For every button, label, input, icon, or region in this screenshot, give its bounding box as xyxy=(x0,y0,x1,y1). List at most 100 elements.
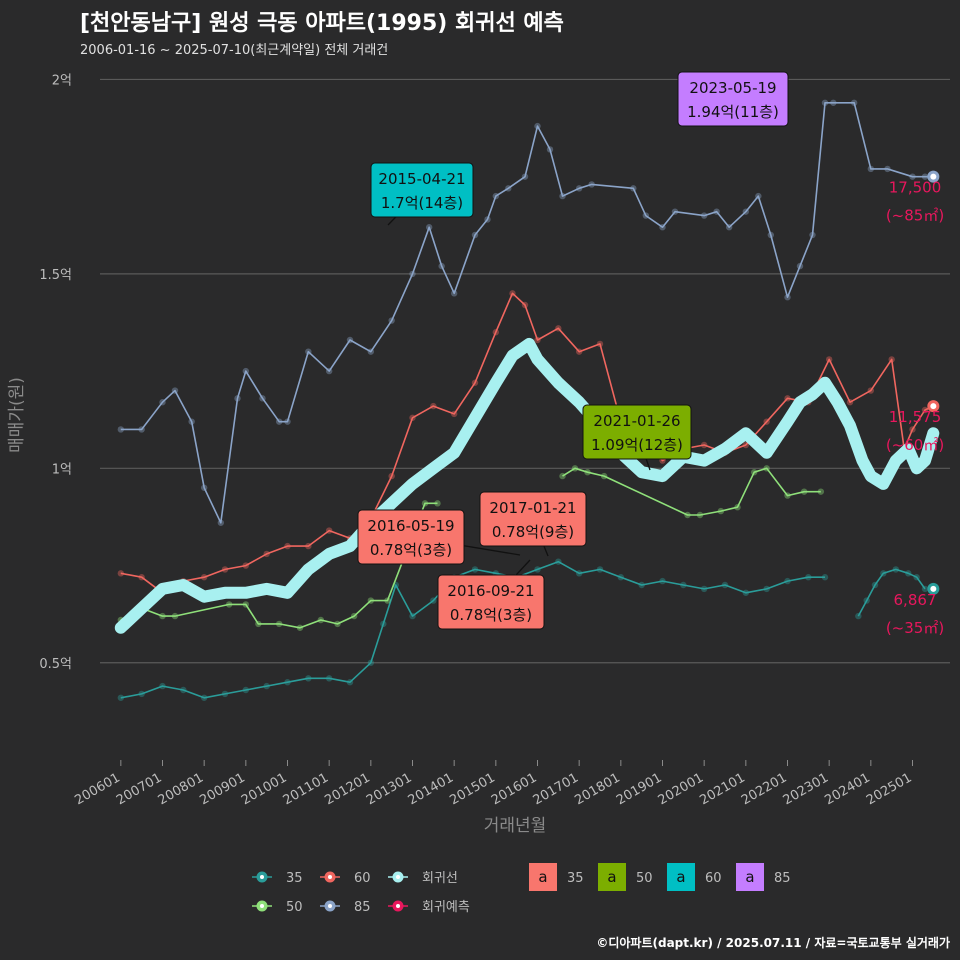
data-point xyxy=(821,574,829,581)
data-point xyxy=(571,465,579,472)
data-point xyxy=(659,224,666,231)
data-point xyxy=(784,395,791,402)
data-point xyxy=(546,146,554,153)
data-point xyxy=(409,612,416,620)
data-point xyxy=(380,620,387,628)
data-point xyxy=(809,231,816,239)
callout-date: 2015-04-21 xyxy=(378,170,465,188)
data-point xyxy=(696,511,704,519)
data-point xyxy=(921,585,929,593)
data-point xyxy=(430,402,437,410)
data-point xyxy=(471,379,479,386)
data-point xyxy=(700,585,708,593)
data-point xyxy=(471,231,479,239)
data-point xyxy=(888,356,895,363)
legend-box-letter: a xyxy=(538,868,547,886)
data-point xyxy=(909,426,916,433)
data-point xyxy=(409,270,416,278)
data-point xyxy=(825,356,833,363)
data-point xyxy=(367,659,375,666)
data-point xyxy=(425,224,433,231)
legend-marker-center xyxy=(396,904,400,908)
data-point xyxy=(242,367,250,375)
end-point-area: (~35㎡) xyxy=(886,619,944,637)
data-point xyxy=(642,212,650,219)
end-point-value: 11,575 xyxy=(889,408,942,426)
data-point xyxy=(225,601,233,608)
legend: 35 60 회귀선 50 85 회귀예측 a 35 a 50 a 60 a 85 xyxy=(252,863,791,915)
callout-date: 2016-09-21 xyxy=(447,582,534,600)
callout-price: 1.94억(11층) xyxy=(687,103,779,121)
data-point xyxy=(334,620,341,628)
data-point xyxy=(559,472,566,480)
data-point xyxy=(700,441,708,449)
legend-box-label: 50 xyxy=(636,871,653,886)
legend-box-letter: a xyxy=(607,868,616,886)
data-point xyxy=(671,208,679,215)
chart-title: [천안동남구] 원성 극동 아파트(1995) 회귀선 예측 xyxy=(80,11,564,36)
data-point xyxy=(867,165,875,173)
data-point xyxy=(305,542,312,550)
data-point xyxy=(388,472,395,480)
data-point xyxy=(796,262,804,270)
data-point xyxy=(784,294,791,301)
data-point xyxy=(921,173,929,180)
data-point xyxy=(534,336,541,344)
data-point xyxy=(884,165,891,173)
data-point xyxy=(584,469,591,476)
end-point-value: 6,867 xyxy=(894,591,937,609)
data-point xyxy=(717,507,725,515)
data-point xyxy=(325,527,333,534)
data-point xyxy=(409,414,416,421)
legend-label: 회귀예측 xyxy=(422,900,470,915)
callout-box xyxy=(677,71,789,127)
legend-marker-center xyxy=(328,904,332,908)
data-point xyxy=(755,192,762,200)
data-point xyxy=(471,566,479,573)
data-point xyxy=(680,581,687,589)
data-point xyxy=(138,426,145,433)
regression-line xyxy=(114,337,940,634)
callout-date: 2017-01-21 xyxy=(489,499,576,517)
data-point xyxy=(742,441,750,449)
data-point xyxy=(871,581,879,589)
legend-box-label: 60 xyxy=(705,871,722,886)
data-point xyxy=(434,500,441,507)
y-tick-label: 1억 xyxy=(52,462,72,477)
data-point xyxy=(200,484,208,491)
data-point xyxy=(384,597,391,604)
data-point xyxy=(830,99,837,106)
data-point xyxy=(325,367,333,375)
legend-box xyxy=(529,863,557,891)
data-point xyxy=(659,577,666,585)
legend-label: 85 xyxy=(354,900,371,915)
legend-box-label: 85 xyxy=(774,871,791,886)
data-point xyxy=(221,690,229,698)
legend-marker-center xyxy=(260,875,264,879)
data-point xyxy=(350,612,358,620)
data-point xyxy=(921,406,929,414)
grid xyxy=(100,78,950,664)
data-point xyxy=(817,488,825,495)
legend-label: 회귀선 xyxy=(422,871,458,886)
footer-credit: ©디아파트(dapt.kr) / 2025.07.11 / 자료=국토교통부 실… xyxy=(596,935,950,950)
data-point xyxy=(255,620,262,628)
y-tick-label: 2억 xyxy=(52,73,72,88)
y-axis-title: 매매가(원) xyxy=(7,377,27,453)
data-point xyxy=(275,620,283,628)
data-point xyxy=(171,612,179,620)
data-point xyxy=(200,574,208,581)
data-point xyxy=(638,581,645,589)
legend-box xyxy=(736,863,764,891)
data-point xyxy=(263,682,270,690)
data-point xyxy=(242,562,250,569)
data-point xyxy=(575,570,583,577)
data-point xyxy=(117,694,125,701)
callout-date: 2023-05-19 xyxy=(689,79,776,97)
data-point xyxy=(367,348,375,355)
data-point xyxy=(575,348,583,355)
data-point xyxy=(630,185,637,192)
series-line-4 xyxy=(562,467,821,516)
data-point xyxy=(867,387,875,394)
